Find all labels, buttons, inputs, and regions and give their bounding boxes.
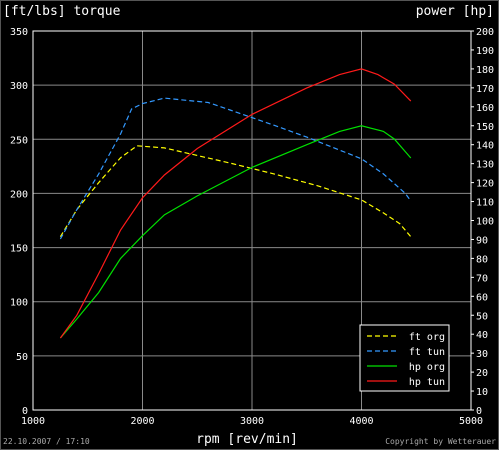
right-axis-title: power [hp] <box>416 4 494 19</box>
y-right-tick-label: 200 <box>476 27 494 38</box>
y-right-tick-label: 120 <box>476 179 494 190</box>
y-left-tick-label: 100 <box>10 298 28 309</box>
y-left-tick-label: 0 <box>22 406 28 417</box>
x-tick-label: 5000 <box>459 416 483 427</box>
y-right-tick-label: 0 <box>476 406 482 417</box>
x-tick-label: 1000 <box>21 416 45 427</box>
y-right-tick-label: 70 <box>476 273 488 284</box>
legend-items: ft org ft tun hp org hp tun <box>367 332 445 388</box>
x-tick-label: 3000 <box>240 416 264 427</box>
legend-label: hp tun <box>409 377 445 388</box>
y-right-tick-label: 150 <box>476 122 494 133</box>
y-left-tick-label: 250 <box>10 135 28 146</box>
y-right-tick-label: 90 <box>476 235 488 246</box>
y-right-tick-label: 30 <box>476 349 488 360</box>
y-right-tick-label: 60 <box>476 292 488 303</box>
y-right-tick-label: 80 <box>476 254 488 265</box>
y-right-tick-label: 100 <box>476 217 494 228</box>
y-right-tick-label: 190 <box>476 46 494 57</box>
series-lines <box>59 68 412 339</box>
y-right-tick-label: 20 <box>476 368 488 379</box>
y-right-tick-label: 170 <box>476 84 494 95</box>
x-tick-label: 2000 <box>130 416 154 427</box>
y-left-tick-label: 50 <box>16 352 28 363</box>
y-left-tick-label: 300 <box>10 81 28 92</box>
y-left-tick-label: 200 <box>10 189 28 200</box>
series-line-ft-org <box>59 145 412 238</box>
legend-box <box>359 324 450 392</box>
y-left-tick-label: 350 <box>10 27 28 38</box>
x-axis-title: rpm [rev/min] <box>196 432 298 447</box>
legend-label: ft tun <box>409 347 445 358</box>
copyright: Copyright by Wetterauer <box>385 437 496 446</box>
x-axis-ticks: 1000 2000 3000 4000 5000 <box>21 416 483 427</box>
y-left-tick-label: 150 <box>10 244 28 255</box>
series-line-hp-tun <box>59 68 412 339</box>
series-line-hp-org <box>59 125 412 339</box>
left-axis-ticks: 0 50 100 150 200 250 300 350 <box>10 27 28 417</box>
y-right-tick-label: 180 <box>476 65 494 76</box>
legend-label: ft org <box>409 332 445 343</box>
y-right-tick-label: 160 <box>476 103 494 114</box>
left-axis-title: [ft/lbs] torque <box>3 4 121 19</box>
y-right-tick-label: 10 <box>476 387 488 398</box>
y-right-tick-label: 130 <box>476 160 494 171</box>
right-axis-ticks: 0 10 20 30 40 50 60 70 80 90 100 110 120 130 140 150 160… <box>471 27 494 417</box>
y-right-tick-label: 110 <box>476 198 494 209</box>
y-right-tick-label: 50 <box>476 311 488 322</box>
series-line-ft-tun <box>59 97 412 240</box>
x-tick-label: 4000 <box>349 416 373 427</box>
legend-label: hp org <box>409 362 445 373</box>
legend: ft org ft tun hp org hp tun <box>359 324 450 392</box>
y-right-tick-label: 40 <box>476 330 488 341</box>
timestamp: 22.10.2007 / 17:10 <box>3 437 90 446</box>
y-right-tick-label: 140 <box>476 141 494 152</box>
